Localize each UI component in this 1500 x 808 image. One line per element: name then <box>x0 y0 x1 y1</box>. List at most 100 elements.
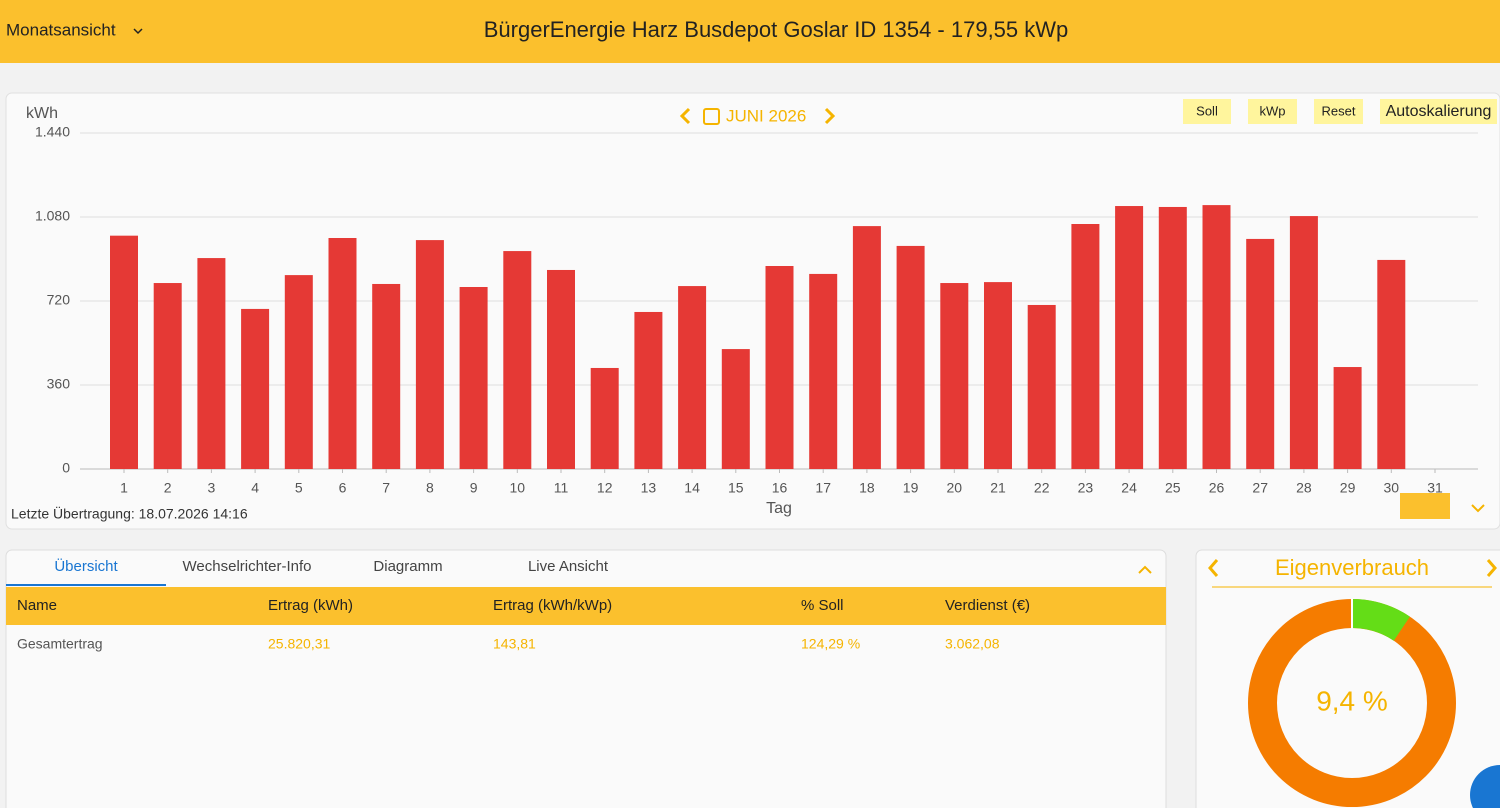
toolbar-button-label: Autoskalierung <box>1386 103 1492 120</box>
bar <box>1158 206 1187 469</box>
toolbar-button[interactable] <box>1248 99 1297 124</box>
toolbar-button[interactable] <box>1380 99 1497 124</box>
bar <box>1115 206 1144 470</box>
table-cell: 3.062,08 <box>945 636 1000 652</box>
donut-card <box>1195 549 1500 808</box>
toolbar-button-label: Reset <box>1322 103 1356 118</box>
toolbar-button[interactable] <box>1314 99 1363 124</box>
x-tick-label: 25 <box>1165 480 1181 496</box>
x-tick-label: 5 <box>295 480 303 496</box>
x-tick-label: 8 <box>426 480 434 496</box>
prev-month[interactable] <box>679 107 691 125</box>
bar <box>721 349 750 469</box>
bar <box>678 286 707 469</box>
toolbar-button[interactable] <box>1183 99 1231 124</box>
x-tick-label: 19 <box>903 480 919 496</box>
x-tick-label: 2 <box>164 480 172 496</box>
bar <box>153 283 182 469</box>
bar <box>503 251 532 469</box>
bar <box>1377 259 1406 469</box>
bar <box>1027 304 1056 469</box>
x-tick-label: 1 <box>120 480 128 496</box>
bar <box>1246 238 1275 469</box>
x-tick-label: 4 <box>251 480 259 496</box>
tab[interactable]: Diagramm <box>373 558 442 575</box>
bar <box>284 275 313 469</box>
bar <box>415 240 444 469</box>
bar <box>372 283 401 469</box>
x-tick-label: 12 <box>597 480 613 496</box>
x-tick-label: 26 <box>1209 480 1225 496</box>
table-header: Verdienst (€) <box>945 597 1030 614</box>
tab[interactable]: Live Ansicht <box>528 558 609 575</box>
table-header: Ertrag (kWh/kWp) <box>493 597 612 614</box>
x-tick-label: 18 <box>859 480 875 496</box>
collapse-arrow[interactable] <box>1138 565 1152 574</box>
chart-card <box>5 92 1500 530</box>
x-tick-label: 7 <box>382 480 390 496</box>
tab[interactable]: Übersicht <box>54 557 118 575</box>
bar <box>197 258 226 469</box>
view-selector[interactable]: Monatsansicht <box>6 20 116 39</box>
y-tick-label: 0 <box>62 460 70 476</box>
period-label: JUNI 2026 <box>726 106 806 125</box>
x-tick-label: 10 <box>510 480 526 496</box>
bar <box>547 269 575 469</box>
x-tick-label: 27 <box>1252 480 1268 496</box>
x-tick-label: 23 <box>1078 480 1094 496</box>
x-axis-label: Tag <box>766 500 792 517</box>
x-tick-label: 3 <box>208 480 216 496</box>
page-title: BürgerEnergie Harz Busdepot Goslar ID 13… <box>484 17 1069 42</box>
bar <box>765 266 794 469</box>
bar <box>1071 224 1100 469</box>
toolbar-button-label: kWp <box>1260 103 1286 118</box>
donut-title: Eigenverbrauch <box>1275 555 1429 580</box>
table-header-bar <box>6 587 1166 625</box>
last-transmission: Letzte Übertragung: 18.07.2026 14:16 <box>11 505 248 522</box>
bar <box>940 283 969 469</box>
bar <box>1333 367 1362 469</box>
bar <box>459 287 488 469</box>
x-tick-label: 13 <box>641 480 657 496</box>
x-tick-label: 30 <box>1384 480 1400 496</box>
y-tick-label: 1.440 <box>35 124 70 140</box>
x-tick-label: 31 <box>1427 480 1443 496</box>
donut-next[interactable] <box>1486 559 1497 577</box>
x-tick-label: 24 <box>1121 480 1137 496</box>
table-cell: Gesamtertrag <box>17 636 103 652</box>
export-button[interactable] <box>1400 493 1450 519</box>
bar <box>328 238 357 469</box>
x-tick-label: 15 <box>728 480 744 496</box>
y-tick-label: 360 <box>47 376 71 392</box>
table-cell: 143,81 <box>493 636 536 652</box>
bar <box>1289 216 1318 469</box>
x-tick-label: 28 <box>1296 480 1312 496</box>
x-tick-label: 14 <box>684 480 700 496</box>
table-header: % Soll <box>801 597 844 614</box>
x-tick-label: 17 <box>815 480 831 496</box>
x-tick-label: 20 <box>947 480 963 496</box>
table-header: Name <box>17 597 57 614</box>
table-header: Ertrag (kWh) <box>268 597 353 614</box>
tab[interactable]: Wechselrichter-Info <box>183 558 312 575</box>
bar <box>590 367 619 469</box>
x-tick-label: 9 <box>470 480 478 496</box>
bar <box>241 308 270 469</box>
next-month[interactable] <box>824 107 836 125</box>
bar <box>809 273 838 469</box>
donut-value: 9,4 % <box>1316 685 1388 716</box>
bar <box>110 235 138 469</box>
bar <box>852 226 881 469</box>
expand-arrow[interactable] <box>1471 504 1485 513</box>
fab-button[interactable] <box>1470 765 1500 808</box>
header-bar <box>0 0 1500 63</box>
dropdown-arrow <box>133 28 143 35</box>
y-tick-label: 720 <box>47 292 71 308</box>
calendar-icon <box>703 108 720 125</box>
donut-prev[interactable] <box>1208 559 1219 577</box>
x-tick-label: 21 <box>990 480 1006 496</box>
bar <box>634 311 663 469</box>
table-cell: 25.820,31 <box>268 636 330 652</box>
